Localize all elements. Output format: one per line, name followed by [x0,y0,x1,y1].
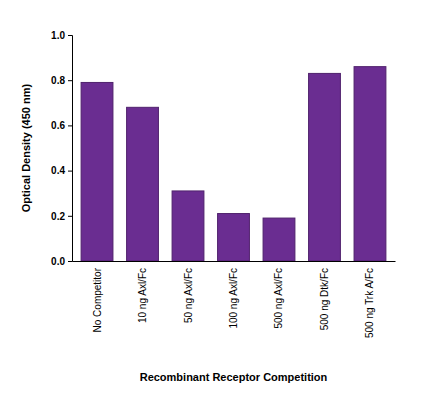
x-tick-label: 500 ng Axl/Fc [273,268,284,329]
y-tick-label: 1.0 [51,30,65,41]
chart: 0.0 0.2 0.4 0.6 0.8 1.0 No Competitor 10 ng Axl… [0,0,422,398]
x-tick-label: 500 ng Trk A/Fc [364,268,375,338]
y-tick: 1.0 [51,30,72,41]
x-tick: No Competitor [92,261,103,332]
y-tick: 0.6 [51,120,72,131]
x-tick-label: 50 ng Axl/Fc [183,268,194,323]
y-tick-label: 0.4 [51,165,65,176]
x-tick-label: 500 ng Dtk/Fc [319,268,330,330]
x-tick-label: No Competitor [92,267,103,332]
y-tick: 0.8 [51,75,72,86]
x-axis-title: Recombinant Receptor Competition [140,371,328,383]
y-tick-mark [68,171,72,172]
bar [81,82,113,261]
y-tick-mark [68,216,72,217]
plot: 0.0 0.2 0.4 0.6 0.8 1.0 No Competitor 10 ng Axl… [51,30,395,338]
y-tick-mark [68,35,72,36]
y-axis-title: Optical Density (450 nm) [20,83,32,212]
y-tick: 0.0 [51,256,72,267]
x-tick: 500 ng Dtk/Fc [319,261,330,330]
y-tick-mark [68,125,72,126]
x-tick: 500 ng Trk A/Fc [364,261,375,338]
y-tick: 0.2 [51,211,72,222]
x-tick-label: 10 ng Axl/Fc [137,268,148,323]
y-tick: 0.4 [51,165,72,176]
x-tick: 500 ng Axl/Fc [273,261,284,329]
x-tick: 50 ng Axl/Fc [183,261,194,323]
y-tick-label: 0.6 [51,120,65,131]
y-tick-label: 0.2 [51,211,65,222]
bar [263,218,295,261]
y-axis-line [68,36,73,262]
y-tick-label: 0.0 [51,256,65,267]
bar [354,67,386,261]
bar [218,214,250,261]
y-tick-mark [68,261,72,262]
x-axis-line [73,261,396,262]
y-tick-label: 0.8 [51,75,65,86]
x-tick-label: 100 ng Axl/Fc [228,268,239,329]
bar [127,107,159,261]
x-axis: No Competitor 10 ng Axl/Fc 50 ng Axl/Fc 100… [73,261,396,338]
y-tick-mark [68,80,72,81]
x-tick: 10 ng Axl/Fc [137,261,148,323]
bar [172,191,204,261]
x-tick: 100 ng Axl/Fc [228,261,239,329]
y-axis: 0.0 0.2 0.4 0.6 0.8 1.0 [51,30,72,267]
bars [81,67,386,261]
bar [309,73,341,261]
